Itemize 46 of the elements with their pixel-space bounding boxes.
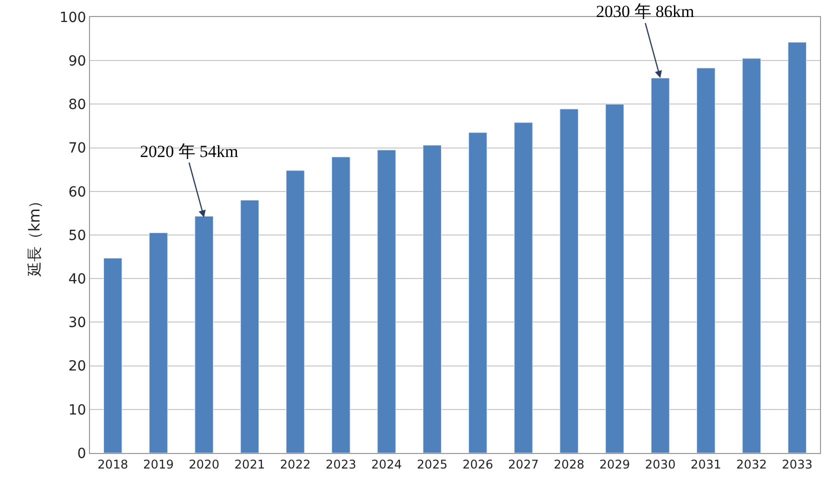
bar	[286, 170, 305, 453]
y-tick-label: 100	[59, 10, 86, 26]
bar	[103, 258, 122, 453]
bar	[605, 104, 624, 453]
y-tick-label: 50	[68, 228, 86, 244]
bar	[332, 156, 350, 453]
bar	[422, 144, 442, 453]
x-tick-label: 2022	[280, 457, 311, 472]
x-tick-label: 2028	[554, 457, 584, 472]
annotation: 2030 年 86km	[596, 2, 694, 21]
bar	[650, 78, 670, 453]
x-tick-label: 2019	[143, 457, 174, 472]
x-tick-label: 2021	[234, 457, 265, 472]
x-tick-label: 2018	[98, 457, 128, 472]
x-tick-label: 2032	[736, 457, 767, 472]
bar	[468, 132, 488, 453]
bar	[742, 58, 761, 453]
x-tick-label: 2020	[188, 457, 220, 472]
bar	[788, 42, 807, 453]
bar	[149, 232, 168, 453]
y-tick-label: 60	[68, 184, 86, 200]
x-tick-label: 2030	[645, 457, 676, 472]
x-tick-label: 2025	[416, 457, 448, 472]
y-tick-label: 10	[68, 402, 86, 418]
x-tick-label: 2033	[782, 457, 812, 472]
x-tick-label: 2029	[599, 457, 630, 472]
y-tick-label: 0	[77, 446, 86, 462]
y-tick-label: 80	[68, 97, 86, 114]
y-tick-label: 90	[68, 54, 86, 70]
x-tick-label: 2023	[326, 457, 356, 472]
y-axis-title: 延長（km）	[26, 193, 44, 278]
bar	[240, 200, 260, 453]
x-tick-label: 2026	[462, 457, 494, 472]
y-tick-label: 70	[68, 140, 86, 157]
annotation: 2020 年 54km	[140, 142, 238, 161]
bar	[194, 216, 214, 453]
bar	[514, 122, 533, 453]
y-tick-label: 40	[68, 272, 86, 288]
y-tick-label: 30	[68, 315, 86, 332]
x-tick-label: 2027	[508, 457, 539, 472]
x-tick-label: 2024	[371, 457, 402, 472]
bar	[377, 150, 396, 453]
x-tick-label: 2031	[690, 457, 722, 472]
bar	[560, 108, 578, 453]
bar	[696, 68, 716, 453]
y-tick-label: 20	[68, 358, 86, 375]
